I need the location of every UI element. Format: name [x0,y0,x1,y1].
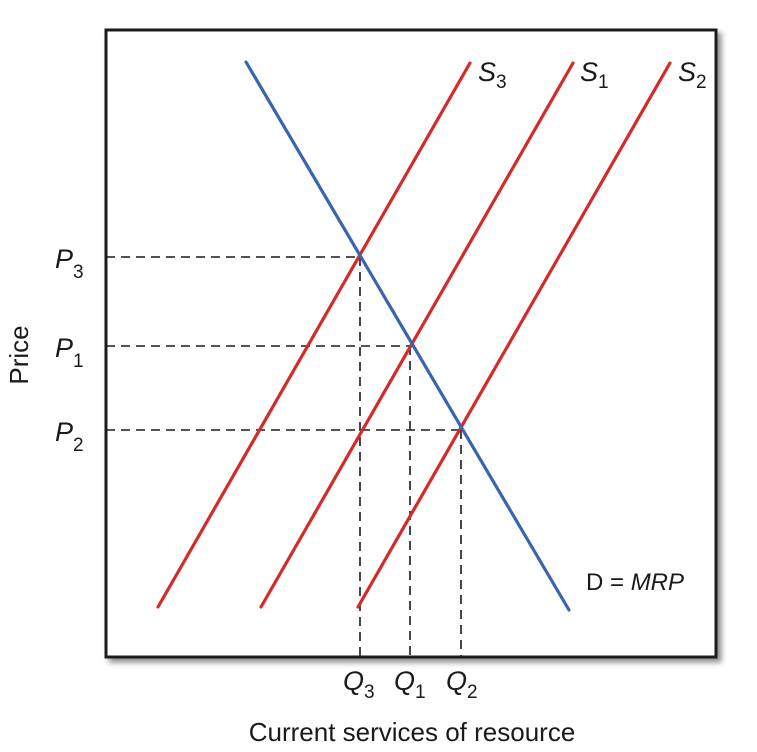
supply-curve-s3 [156,61,472,609]
label-s3: S3 [478,57,507,93]
y-axis-title: Price [4,325,34,384]
label-q2: Q2 [446,666,478,703]
guide-lines [106,256,462,657]
supply-curve-s2 [356,61,672,609]
label-q3: Q3 [343,666,375,703]
supply-curve-s1 [259,61,575,609]
label-p2: P2 [55,417,84,456]
label-s1: S1 [580,57,609,93]
label-q1: Q1 [394,666,426,703]
demand-curve [244,60,571,612]
supply-curves [156,61,672,609]
label-p3: P3 [55,244,84,283]
label-p1: P1 [55,333,84,372]
x-axis-title: Current services of resource [249,717,576,747]
label-s2: S2 [678,57,707,93]
label-demand: D = MRP [586,569,684,596]
